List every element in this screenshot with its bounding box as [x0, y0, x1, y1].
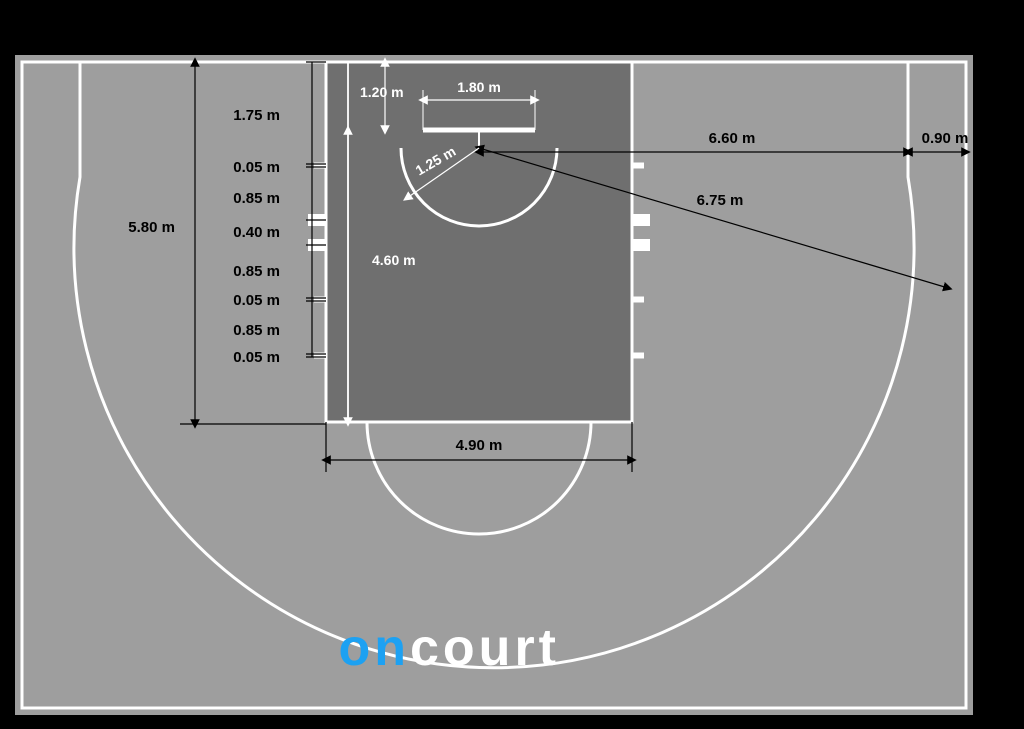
dim-label-r1: 6.60 m: [709, 130, 756, 147]
dim-label-l5: 0.85 m: [233, 263, 280, 280]
logo-on: on: [338, 619, 410, 677]
dim-label-paint_h: 4.60 m: [372, 252, 416, 268]
dim-label-l3: 0.85 m: [233, 190, 280, 207]
dim-label-r2: 0.90 m: [922, 130, 969, 147]
dim-label-top_width: 15.00 m: [467, 1, 522, 18]
dim-label-backboard_w: 1.80 m: [457, 79, 501, 95]
dim-label-l6: 0.05 m: [233, 292, 280, 309]
dim-label-l2: 0.05 m: [233, 159, 280, 176]
dim-label-key_width: 4.90 m: [456, 437, 503, 454]
dim-label-right_height: 11.00 m: [1000, 365, 1017, 419]
dim-label-rim_offset: 1.20 m: [360, 84, 404, 100]
dim-label-r3: 6.75 m: [697, 192, 744, 209]
dim-label-l8: 0.05 m: [233, 349, 280, 366]
dim-label-l4: 0.40 m: [233, 224, 280, 241]
key-area: [326, 62, 632, 422]
dim-label-left_span: 5.80 m: [128, 219, 175, 236]
logo-court: court: [410, 619, 560, 677]
dim-label-l1: 1.75 m: [233, 107, 280, 124]
dim-label-l7: 0.85 m: [233, 322, 280, 339]
court-diagram: 15.00 m 11.00 m 4.90 m 1.80 m 1.20 m 4.60 m 1.…: [0, 0, 1024, 729]
